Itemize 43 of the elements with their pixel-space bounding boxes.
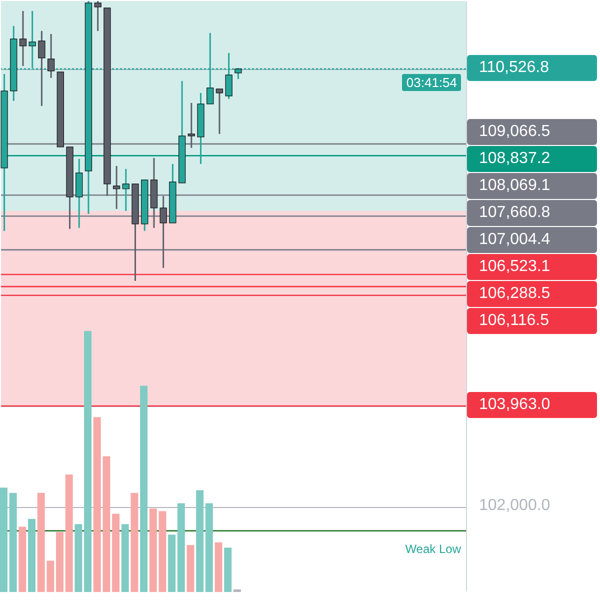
ref-line-label: 106,288.5 <box>479 284 552 304</box>
bar <box>168 534 176 592</box>
bar <box>84 331 92 592</box>
ref-line-label: 108,837.2 <box>479 148 552 169</box>
ref-line-label: 106,523.1 <box>479 256 552 277</box>
bar <box>186 545 194 592</box>
annotation: 03:41:54 <box>402 74 461 91</box>
bar <box>9 492 17 592</box>
candlestick <box>38 30 46 107</box>
bar <box>56 532 64 592</box>
candlestick <box>188 102 195 149</box>
bar <box>28 518 36 592</box>
bar <box>65 474 73 592</box>
candlestick <box>47 33 55 79</box>
bar <box>18 526 26 592</box>
candlestick <box>76 158 83 229</box>
bar <box>214 542 222 592</box>
candlestick <box>160 195 167 269</box>
bar <box>130 492 138 592</box>
y-tick-label: 103,963.0 <box>479 394 552 415</box>
ref-line-label: 107,004.4 <box>479 230 552 250</box>
candlestick <box>112 165 120 210</box>
bar <box>233 589 241 592</box>
y-tick-label: 110,526.8 <box>479 58 550 78</box>
bar <box>0 488 8 592</box>
candlestick <box>216 88 224 135</box>
candlestick <box>94 0 102 32</box>
ref-line-label: 107,660.8 <box>479 202 552 223</box>
bar <box>121 524 129 592</box>
ref-line-label: 106,116.5 <box>479 310 550 331</box>
bar <box>140 386 148 592</box>
annotation: Weak Low <box>405 542 461 556</box>
candlestick <box>122 168 130 212</box>
bar <box>196 490 204 592</box>
bar <box>224 548 232 592</box>
bar <box>112 514 120 592</box>
bar <box>205 503 213 592</box>
bar <box>177 503 185 592</box>
ref-line-label: 109,066.5 <box>479 122 552 142</box>
y-tick-label: 102,000.0 <box>479 496 552 516</box>
ref-line-label: 108,069.1 <box>479 176 552 196</box>
bar <box>74 524 82 592</box>
candlestick <box>19 10 27 67</box>
